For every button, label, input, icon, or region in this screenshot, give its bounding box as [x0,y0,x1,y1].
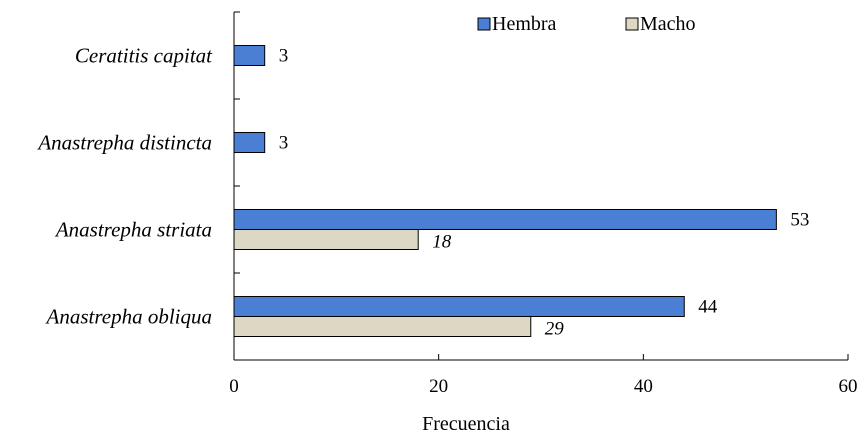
x-axis-title: Frecuencia [422,413,510,434]
bars [233,45,777,337]
x-tick-label: 40 [634,376,653,397]
data-label-hembra: 3 [279,46,289,67]
category-label: Anastrepha obliqua [45,305,212,329]
data-label-hembra: 3 [279,133,289,154]
data-label-macho: 29 [545,319,565,340]
bar-hembra [233,45,266,66]
bar-macho [233,229,419,250]
data-label-macho: 18 [432,232,452,253]
x-tick-label: 0 [229,376,239,397]
labels: 0 20 40 60 Ceratitis capitat 3 Anastrepha dist… [36,44,857,398]
bar-hembra [233,132,266,153]
category-label: Anastrepha distincta [36,131,212,155]
legend-swatch [477,17,491,31]
category-label: Anastrepha striata [54,218,212,242]
bar-hembra [233,296,685,317]
legend: Hembra Macho [477,13,696,35]
legend-label: Macho [640,13,696,35]
x-tick-label: 20 [429,376,448,397]
x-tick-label: 60 [839,376,858,397]
data-label-hembra: 53 [790,210,809,231]
category-label: Ceratitis capitat [75,44,213,68]
bar-macho [233,316,532,337]
bar-hembra [233,209,777,230]
legend-label: Hembra [492,13,557,35]
data-label-hembra: 44 [698,297,718,318]
legend-swatch [625,17,639,31]
